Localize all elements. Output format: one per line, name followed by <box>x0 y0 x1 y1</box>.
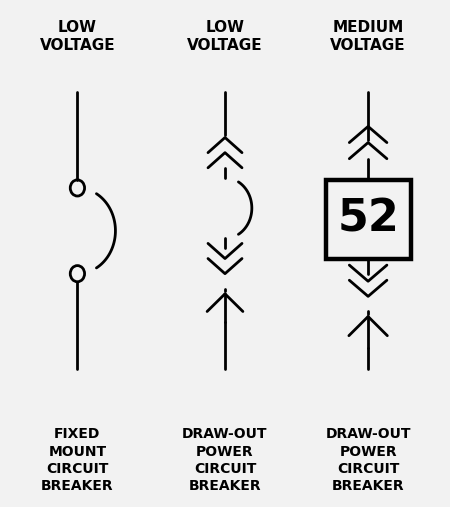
Bar <box>326 180 410 259</box>
Text: DRAW-OUT
POWER
CIRCUIT
BREAKER: DRAW-OUT POWER CIRCUIT BREAKER <box>325 427 411 493</box>
Text: FIXED
MOUNT
CIRCUIT
BREAKER: FIXED MOUNT CIRCUIT BREAKER <box>41 427 114 493</box>
Text: LOW
VOLTAGE: LOW VOLTAGE <box>187 20 263 53</box>
Text: LOW
VOLTAGE: LOW VOLTAGE <box>40 20 115 53</box>
Text: DRAW-OUT
POWER
CIRCUIT
BREAKER: DRAW-OUT POWER CIRCUIT BREAKER <box>182 427 268 493</box>
Text: 52: 52 <box>337 198 399 241</box>
Text: MEDIUM
VOLTAGE: MEDIUM VOLTAGE <box>330 20 406 53</box>
